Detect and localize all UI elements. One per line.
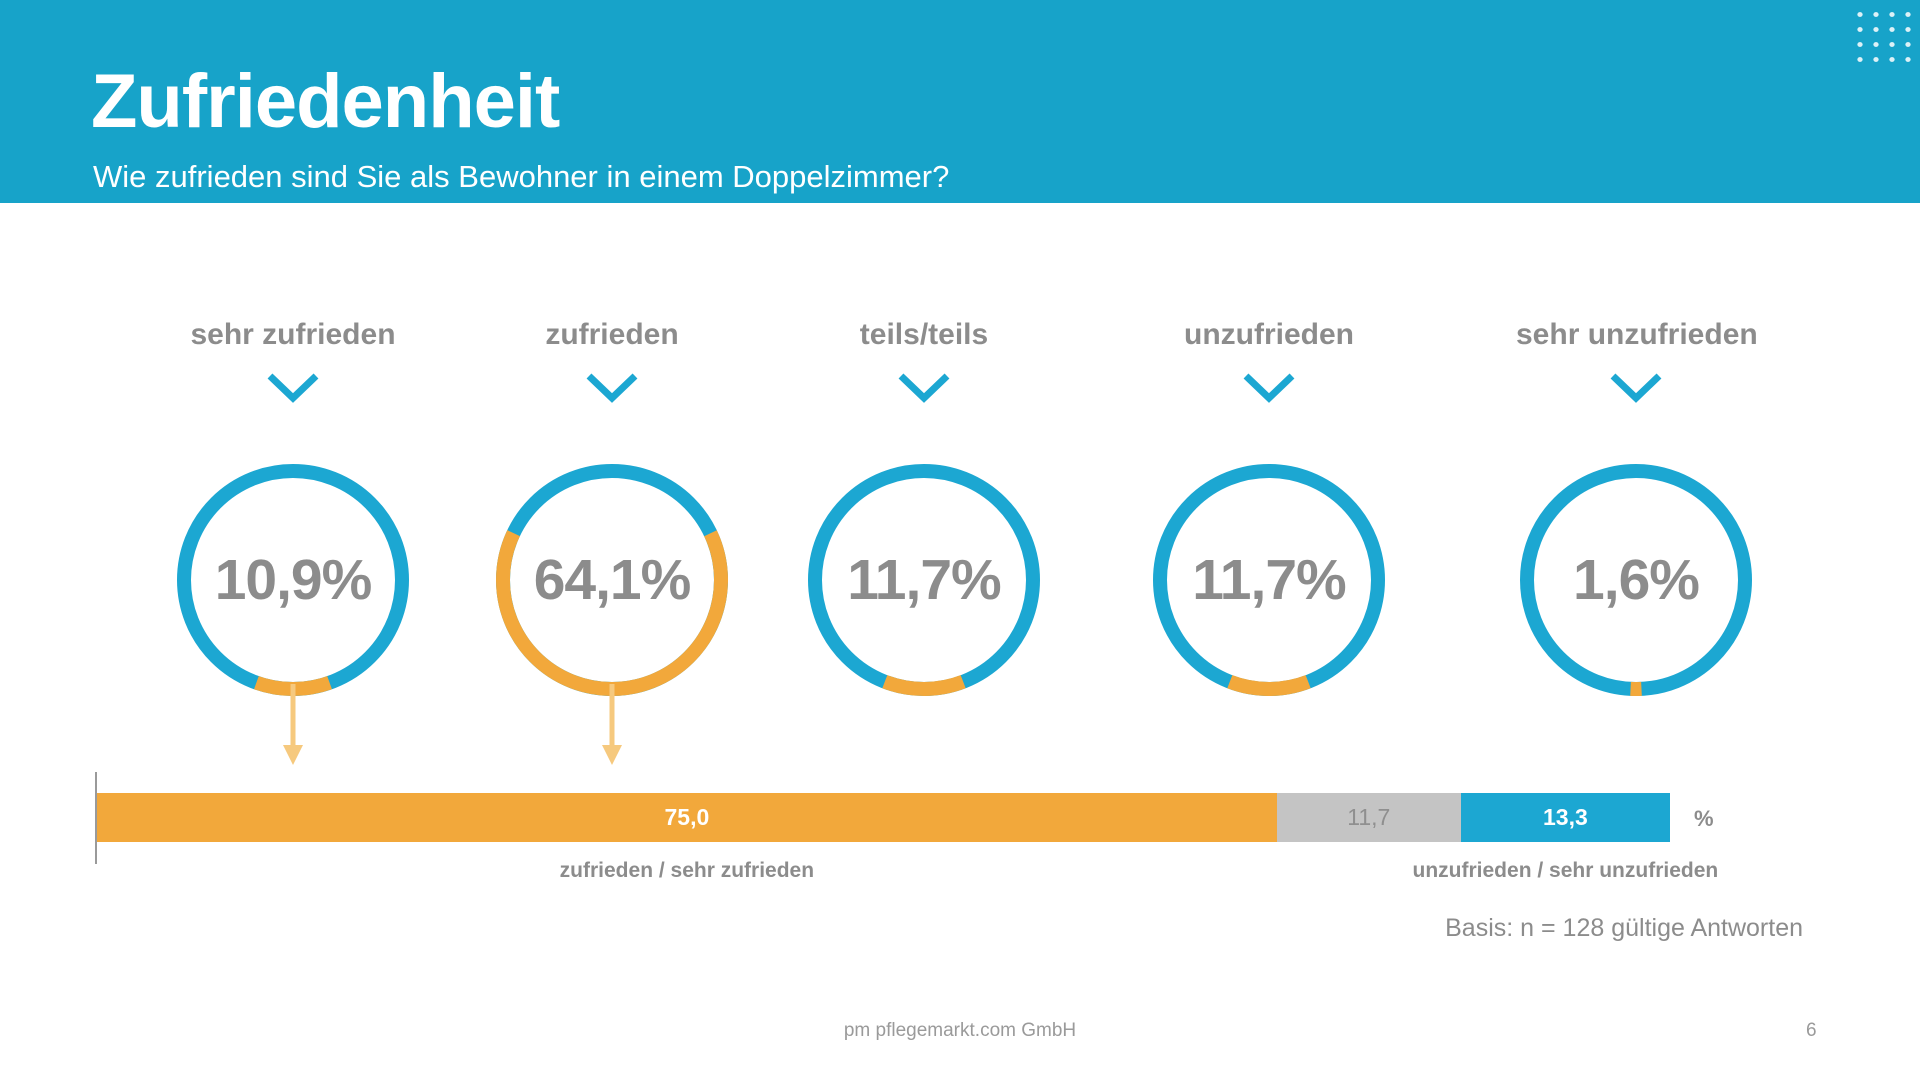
chevron-down-icon — [492, 354, 732, 428]
basis-note: Basis: n = 128 gültige Antworten — [1445, 914, 1803, 942]
bar-segment-unsatisfied: 13,3 unzufrieden / sehr unzufrieden — [1413, 793, 1718, 882]
bar-segment-value: 75,0 — [664, 804, 710, 830]
donut-label: sehr unzufrieden — [1516, 318, 1758, 351]
bar-segment-neutral: 11,7 — [1276, 793, 1461, 842]
donut-label: unzufrieden — [1184, 318, 1354, 351]
bar-segment-value: 13,3 — [1543, 804, 1588, 830]
donut-column-teils-teils: teils/teils 11,7% — [804, 316, 1044, 696]
donut-chart: 11,7% — [808, 464, 1040, 696]
bar-segment-caption: unzufrieden / sehr unzufrieden — [1412, 859, 1719, 882]
bar-segment-value: 11,7 — [1347, 804, 1391, 830]
header-band: Zufriedenheit Wie zufrieden sind Sie als… — [0, 0, 1920, 203]
chevron-down-icon — [1516, 354, 1756, 428]
bar-unit-label: % — [1694, 806, 1714, 831]
page-subtitle: Wie zufrieden sind Sie als Bewohner in e… — [93, 159, 950, 194]
page-number: 6 — [1806, 1020, 1817, 1041]
donut-chart: 10,9% — [177, 464, 409, 696]
donut-chart: 1,6% — [1520, 464, 1752, 696]
donut-value: 11,7% — [847, 548, 1001, 612]
arrow-down-icon — [599, 684, 625, 771]
donut-value: 10,9% — [214, 548, 373, 612]
page-title: Zufriedenheit — [91, 59, 560, 144]
donut-column-sehr-zufrieden: sehr zufrieden 10,9% — [173, 316, 413, 696]
arrow-down-icon — [280, 684, 306, 771]
donut-chart: 64,1% — [496, 464, 728, 696]
chevron-down-icon — [173, 354, 413, 428]
donut-column-zufrieden: zufrieden 64,1% — [492, 316, 732, 696]
donut-value: 11,7% — [1192, 548, 1346, 612]
donut-label: teils/teils — [859, 318, 989, 351]
donut-column-unzufrieden: unzufrieden 11,7% — [1149, 316, 1389, 696]
stacked-bar: 75,0 zufrieden / sehr zufrieden 11,7 13,… — [97, 793, 1718, 882]
donut-label: sehr zufrieden — [190, 318, 396, 351]
chevron-down-icon — [804, 354, 1044, 428]
bar-segment-satisfied: 75,0 zufrieden / sehr zufrieden — [97, 793, 1277, 882]
bar-axis-line — [95, 772, 97, 864]
donut-value: 64,1% — [533, 548, 692, 612]
footer-company: pm pflegemarkt.com GmbH — [843, 1020, 1077, 1041]
dot-pattern-decoration — [1854, 7, 1916, 65]
donut-value: 1,6% — [1573, 548, 1700, 612]
chevron-down-icon — [1149, 354, 1389, 428]
bar-segment-caption: zufrieden / sehr zufrieden — [559, 859, 815, 882]
donut-column-sehr-unzufrieden: sehr unzufrieden 1,6% — [1516, 316, 1758, 696]
donut-label: zufrieden — [545, 318, 679, 351]
donut-chart: 11,7% — [1153, 464, 1385, 696]
